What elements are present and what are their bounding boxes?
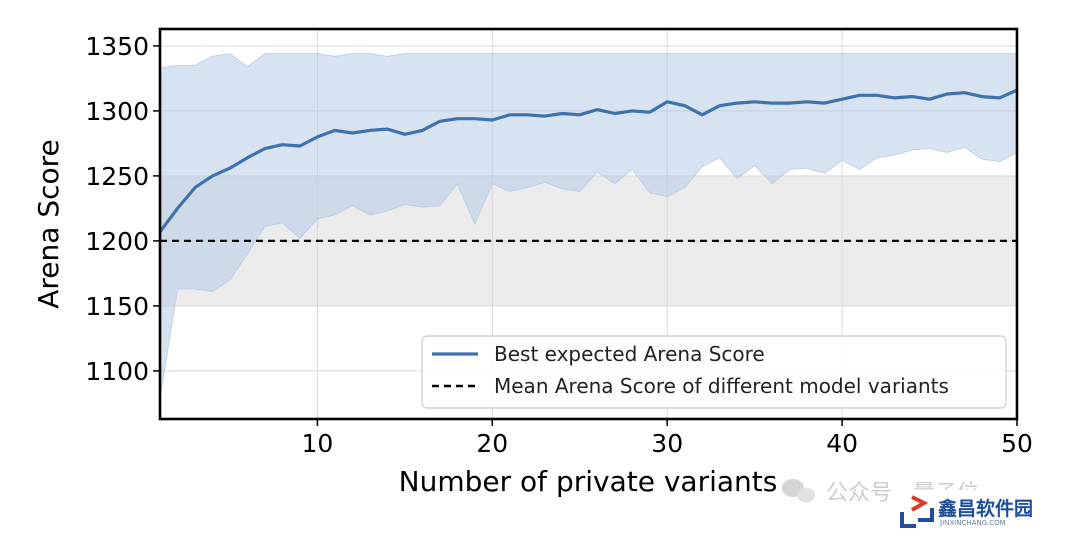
- legend-label-mean: Mean Arena Score of different model vari…: [494, 374, 949, 398]
- x-tick-label: 10: [302, 429, 334, 458]
- y-tick-label: 1150: [85, 292, 149, 321]
- y-tick-label: 1100: [85, 357, 149, 386]
- best-score-band: [160, 53, 1017, 399]
- logo-background: [898, 490, 1048, 530]
- x-tick-label: 40: [826, 429, 858, 458]
- logo-text: 鑫昌软件园: [937, 497, 1033, 520]
- legend: Best expected Arena Score Mean Arena Sco…: [421, 335, 1007, 409]
- logo-mark-icon: [900, 495, 934, 528]
- x-axis-title: Number of private variants: [399, 465, 778, 498]
- legend-label-best: Best expected Arena Score: [494, 342, 765, 366]
- best-score-line: [160, 88, 1017, 234]
- y-tick-label: 1250: [85, 162, 149, 191]
- y-axis-title: Arena Score: [32, 139, 65, 309]
- plot-frame: [158, 27, 1019, 421]
- wechat-icon: [782, 479, 815, 503]
- logo-subtext: JINXINCHANG.COM: [939, 519, 1006, 527]
- y-tick-label: 1350: [85, 32, 149, 61]
- y-tick-label: 1200: [85, 227, 149, 256]
- legend-box: [421, 335, 1007, 409]
- y-tick-label: 1300: [85, 97, 149, 126]
- x-tick-label: 20: [476, 429, 508, 458]
- x-tick-label: 50: [1001, 429, 1033, 458]
- x-tick-label: 30: [651, 429, 683, 458]
